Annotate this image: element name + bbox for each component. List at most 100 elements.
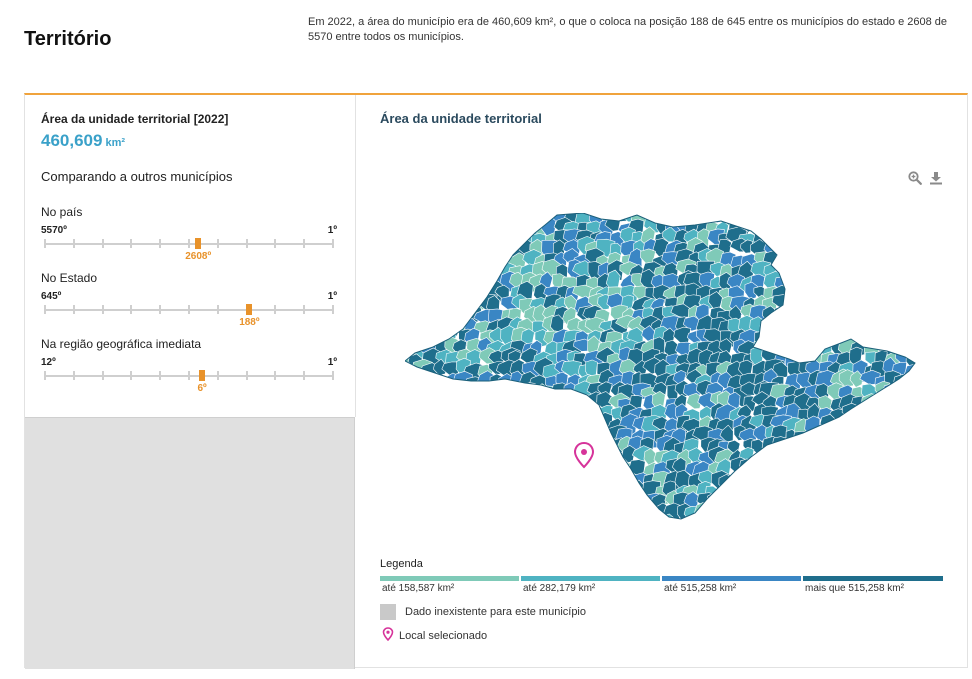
municipality-cell[interactable] [410,397,430,413]
municipality-cell[interactable] [430,249,448,265]
municipality-cell[interactable] [433,358,447,376]
municipality-cell[interactable] [905,463,920,480]
municipality-cell[interactable] [444,407,463,425]
municipality-cell[interactable] [805,213,822,224]
municipality-cell[interactable] [804,314,826,337]
municipality-cell[interactable] [595,458,610,483]
municipality-cell[interactable] [441,493,457,513]
municipality-cell[interactable] [554,485,568,505]
municipality-cell[interactable] [807,449,826,470]
municipality-cell[interactable] [490,527,503,533]
municipality-cell[interactable] [564,419,581,436]
municipality-cell[interactable] [473,225,489,245]
municipality-cell[interactable] [793,262,809,279]
municipality-cell[interactable] [550,407,565,422]
municipality-cell[interactable] [806,271,824,289]
municipality-cell[interactable] [461,393,478,417]
municipality-cell[interactable] [848,229,871,248]
municipality-cell[interactable] [827,516,845,533]
municipality-cell[interactable] [621,506,638,527]
municipality-cell[interactable] [815,503,834,521]
municipality-cell[interactable] [874,282,891,304]
municipality-cell[interactable] [490,259,504,275]
municipality-cell[interactable] [853,241,874,256]
municipality-cell[interactable] [499,392,513,413]
municipality-cell[interactable] [419,470,439,487]
municipality-cell[interactable] [852,272,868,288]
municipality-cell[interactable] [719,519,737,533]
municipality-cell[interactable] [869,403,884,423]
municipality-cell[interactable] [496,417,513,434]
municipality-cell[interactable] [836,262,859,282]
municipality-cell[interactable] [463,516,479,533]
municipality-cell[interactable] [474,394,493,415]
municipality-cell[interactable] [566,504,587,525]
municipality-cell[interactable] [761,474,780,491]
municipality-cell[interactable] [584,512,599,532]
municipality-cell[interactable] [873,503,888,521]
municipality-cell[interactable] [412,502,433,520]
municipality-cell[interactable] [405,461,414,475]
municipality-cell[interactable] [781,215,801,232]
municipality-cell[interactable] [903,270,916,290]
municipality-cell[interactable] [541,470,557,488]
municipality-cell[interactable] [441,501,458,519]
municipality-cell[interactable] [860,255,880,273]
municipality-cell[interactable] [419,284,435,305]
municipality-cell[interactable] [895,439,909,461]
municipality-cell[interactable] [428,262,444,280]
municipality-cell[interactable] [528,495,550,518]
municipality-cell[interactable] [914,371,920,389]
municipality-cell[interactable] [838,369,855,388]
municipality-cell[interactable] [573,479,593,500]
municipality-cell[interactable] [793,339,808,357]
municipality-cell[interactable] [829,319,849,339]
municipality-cell[interactable] [430,320,449,340]
municipality-cell[interactable] [587,471,605,491]
municipality-cell[interactable] [718,338,733,354]
municipality-cell[interactable] [456,525,477,533]
municipality-cell[interactable] [510,438,529,458]
municipality-cell[interactable] [430,382,444,399]
municipality-cell[interactable] [532,213,549,221]
municipality-cell[interactable] [872,430,893,452]
municipality-cell[interactable] [741,514,762,533]
municipality-cell[interactable] [849,318,869,341]
municipality-cell[interactable] [895,448,911,470]
municipality-cell[interactable] [917,353,920,373]
municipality-cell[interactable] [475,514,493,533]
municipality-cell[interactable] [464,428,479,445]
municipality-cell[interactable] [485,514,501,530]
municipality-cell[interactable] [903,386,920,407]
municipality-cell[interactable] [455,383,475,407]
municipality-cell[interactable] [467,240,483,257]
municipality-cell[interactable] [531,462,551,478]
municipality-cell[interactable] [588,481,608,501]
municipality-cell[interactable] [905,407,920,430]
municipality-cell[interactable] [443,525,463,533]
municipality-cell[interactable] [510,450,531,468]
municipality-cell[interactable] [523,435,543,456]
municipality-cell[interactable] [576,494,598,517]
municipality-cell[interactable] [439,295,458,319]
municipality-cell[interactable] [883,502,901,518]
municipality-cell[interactable] [903,316,920,335]
municipality-cell[interactable] [541,405,561,424]
municipality-cell[interactable] [409,242,424,262]
municipality-cell[interactable] [431,503,448,525]
municipality-cell[interactable] [903,213,920,230]
municipality-cell[interactable] [456,494,477,510]
municipality-cell[interactable] [578,416,598,435]
municipality-cell[interactable] [876,232,895,252]
municipality-cell[interactable] [475,470,493,490]
municipality-cell[interactable] [488,485,506,501]
municipality-cell[interactable] [472,215,494,236]
municipality-cell[interactable] [859,447,880,463]
municipality-cell[interactable] [817,515,834,533]
municipality-cell[interactable] [824,438,840,453]
municipality-cell[interactable] [804,296,825,315]
municipality-cell[interactable] [423,231,438,252]
municipality-cell[interactable] [583,416,598,436]
municipality-cell[interactable] [456,251,476,270]
municipality-cell[interactable] [863,287,880,307]
